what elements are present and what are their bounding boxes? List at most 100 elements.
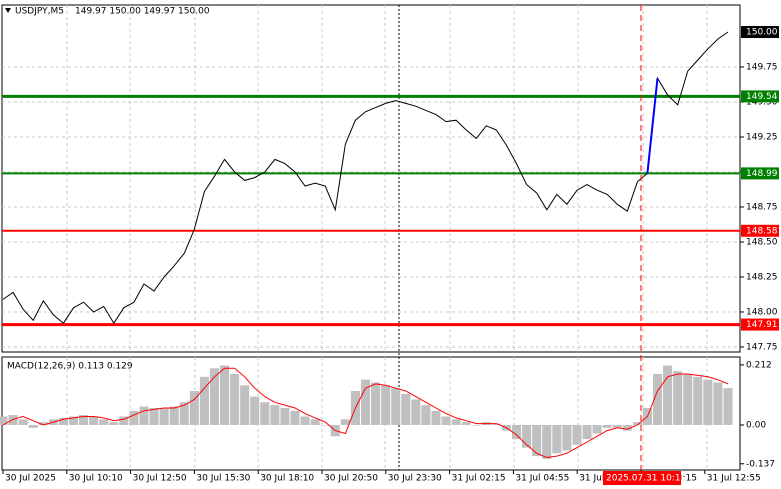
macd-bar [79,415,89,425]
macd-bar [68,416,79,425]
macd-bar [360,379,371,425]
macd-bar [461,422,471,425]
ohlc: 149.97 150.00 149.97 150.00 [75,7,210,17]
level-tag [741,224,779,237]
price-line [2,31,729,325]
signal-line [2,367,729,459]
macd-bar [582,424,592,440]
macd-bar [391,388,401,425]
x-tick-label: 30 Jul 15:30 [196,474,250,484]
macd-bar [320,424,330,426]
level-label: 148.58 [746,226,778,236]
macd-bar [491,423,501,425]
macd-bar [652,373,663,425]
x-tick-label: 31 Jul 04:55 [515,474,569,484]
macd-bar [542,424,552,459]
x-tick-label: 30 Jul 2025 [5,474,56,484]
macd-bar [159,407,169,425]
x-tick-label: 31 Jul 12:55 [707,474,761,484]
macd-bar [411,399,421,425]
y-tick-label: 149.25 [746,132,778,142]
level-label: 147.91 [746,320,778,330]
y-tick-label: 148.50 [746,237,778,247]
macd-bar [381,385,391,425]
macd-bar [230,373,240,425]
macd-bar [149,407,159,425]
y-tick-label: 0.00 [746,420,766,430]
macd-bar [0,416,8,425]
macd-bar [219,365,230,425]
macd-bar [209,368,219,425]
macd-bar [371,382,381,425]
macd-bar [512,424,522,440]
macd-bar [622,424,632,431]
x-tick-label: 30 Jul 12:50 [133,474,187,484]
level-tag [741,167,779,180]
y-tick-label: 148.00 [746,307,778,317]
macd-bar [310,419,320,425]
macd-bar [300,416,310,425]
macd-bar [8,415,18,425]
y-tick-label: 149.50 [746,98,778,108]
macd-bar [592,424,602,434]
y-tick-label: -0.137 [746,459,775,469]
macd-bar [139,406,149,425]
macd-bar [38,422,48,425]
current-price-label: 150.00 [746,28,778,38]
macd-frame [1,356,741,471]
macd-bar [270,405,280,425]
x-tick-label: 30 Jul 20:50 [324,474,378,484]
macd-bar [522,424,532,448]
macd-bar [602,424,612,428]
y-tick-label: 149.75 [746,63,778,73]
macd-bar [723,388,733,425]
macd-bar [199,376,209,425]
macd-bar [673,371,683,425]
macd-bar [28,424,38,428]
x-tick-label: 30 Jul 10:10 [69,474,123,484]
macd-bar [250,396,260,425]
macd-bar [260,402,270,425]
price-line [646,78,659,174]
x-tick-label: 30 Jul 18:10 [260,474,314,484]
macd-bar [663,365,673,425]
cursor-label: 2025.07.31 10:10 [606,474,687,484]
level-label: 148.99 [746,169,778,179]
macd-bar [421,405,431,425]
macd-bar [240,385,250,425]
macd-bar [169,406,179,425]
macd-bar [683,373,693,425]
macd-bar [703,379,713,425]
macd-bar [441,416,451,425]
macd-bar [713,382,723,425]
macd-bar [280,407,290,425]
macd-bar [340,419,350,425]
current-price-tag [741,26,779,39]
macd-bar [431,410,441,425]
macd-bar [18,419,28,425]
macd-bar [99,419,109,425]
macd-bar [119,416,129,425]
y-tick-label: 147.75 [746,342,778,352]
macd-bar [129,410,139,425]
macd-bar [572,424,582,445]
chart-title: USDJPY,M5 [15,7,64,17]
macd-bar [451,419,461,425]
symbol-arrow [5,8,11,13]
level-tag [741,90,779,103]
main-frame [1,4,741,353]
macd-bar [89,416,99,425]
macd-title: MACD(12,26,9) 0.113 0.129 [7,362,133,372]
macd-bar [471,424,481,426]
macd-bar [532,424,542,457]
x-tick-label: 30 Jul 23:30 [388,474,442,484]
macd-bar [632,422,642,425]
macd-bar [612,424,622,428]
y-tick-label: 0.212 [746,360,772,370]
macd-bar [189,390,199,425]
macd-bar [562,424,572,451]
level-label: 149.54 [746,92,778,102]
cursor-tag [603,471,681,485]
macd-bar [401,393,411,425]
